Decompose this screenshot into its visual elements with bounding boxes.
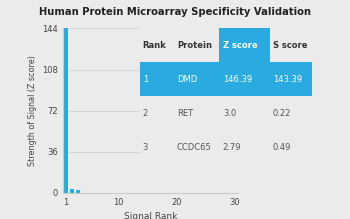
Bar xyxy=(70,189,74,193)
Bar xyxy=(76,189,80,193)
Text: 2: 2 xyxy=(143,109,148,118)
Bar xyxy=(64,26,68,193)
Text: Rank: Rank xyxy=(143,41,166,50)
Text: RET: RET xyxy=(177,109,193,118)
Text: 146.39: 146.39 xyxy=(223,75,252,84)
Text: CCDC65: CCDC65 xyxy=(177,143,212,152)
Text: 3.0: 3.0 xyxy=(223,109,236,118)
Text: 0.22: 0.22 xyxy=(273,109,291,118)
Text: 3: 3 xyxy=(143,143,148,152)
Text: Z score: Z score xyxy=(223,41,258,50)
Text: S score: S score xyxy=(273,41,307,50)
Text: DMD: DMD xyxy=(177,75,197,84)
Text: 143.39: 143.39 xyxy=(273,75,302,84)
Y-axis label: Strength of Signal (Z score): Strength of Signal (Z score) xyxy=(28,55,37,166)
Text: Human Protein Microarray Specificity Validation: Human Protein Microarray Specificity Val… xyxy=(39,7,311,17)
Text: Protein: Protein xyxy=(177,41,212,50)
X-axis label: Signal Rank: Signal Rank xyxy=(124,212,177,219)
Text: 2.79: 2.79 xyxy=(223,143,241,152)
Text: 1: 1 xyxy=(143,75,148,84)
Text: 0.49: 0.49 xyxy=(273,143,291,152)
